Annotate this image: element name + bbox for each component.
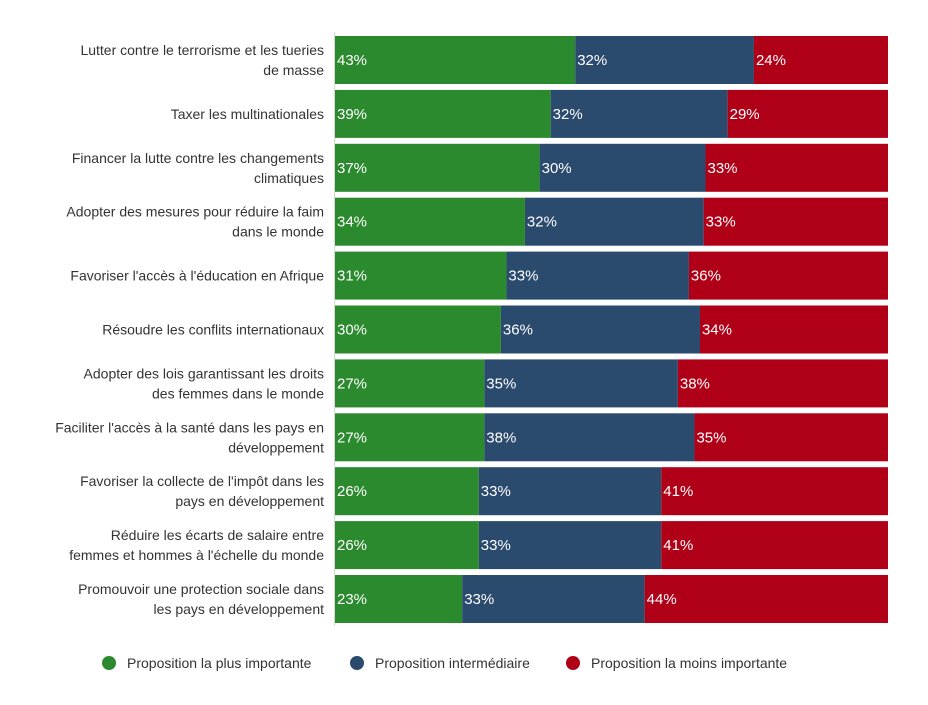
bar-value-label: 35% bbox=[696, 429, 726, 446]
category-label: Adopter des mesures pour réduire la faim bbox=[66, 204, 324, 220]
bar-value-label: 26% bbox=[337, 537, 367, 554]
bar-value-label: 23% bbox=[337, 591, 367, 608]
bar-segment-2-row-6 bbox=[500, 305, 700, 354]
bar-segment-2-row-8 bbox=[484, 413, 695, 462]
bar-value-label: 33% bbox=[464, 591, 494, 608]
bar-segment-3-row-6 bbox=[699, 305, 888, 354]
bar-segment-2-row-3 bbox=[539, 143, 706, 192]
bar-segment-3-row-10 bbox=[661, 521, 888, 570]
bar-value-label: 43% bbox=[337, 52, 367, 69]
bar-segment-1-row-7 bbox=[335, 359, 485, 408]
bar-segment-1-row-8 bbox=[335, 413, 485, 462]
bar-value-label: 41% bbox=[663, 537, 693, 554]
bar-value-label: 33% bbox=[706, 214, 736, 231]
category-label: pays en développement bbox=[175, 493, 324, 509]
bar-value-label: 32% bbox=[527, 214, 557, 231]
bar-segment-3-row-9 bbox=[661, 467, 888, 516]
bar-value-label: 34% bbox=[702, 322, 732, 339]
bar-value-label: 36% bbox=[691, 268, 721, 285]
category-label: Faciliter l'accès à la santé dans les pa… bbox=[55, 419, 324, 435]
bar-segment-3-row-3 bbox=[705, 143, 888, 192]
bar-value-label: 34% bbox=[337, 214, 367, 231]
bar-value-label: 41% bbox=[663, 483, 693, 500]
category-label: Adopter des lois garantissant les droits bbox=[84, 365, 324, 381]
category-label: développement bbox=[228, 439, 324, 455]
bar-segment-1-row-10 bbox=[335, 521, 479, 570]
legend: Proposition la plus importante Propositio… bbox=[102, 655, 787, 671]
category-label: les pays en développement bbox=[154, 601, 325, 617]
bar-segment-1-row-2 bbox=[335, 89, 551, 138]
category-label: Taxer les multinationales bbox=[171, 106, 324, 122]
bar-value-label: 33% bbox=[481, 483, 511, 500]
category-label: des femmes dans le monde bbox=[152, 385, 324, 401]
bar-segment-2-row-4 bbox=[524, 197, 704, 246]
bar-segment-3-row-4 bbox=[703, 197, 888, 246]
bar-value-label: 33% bbox=[481, 537, 511, 554]
category-label: climatiques bbox=[254, 170, 324, 186]
bar-value-label: 27% bbox=[337, 375, 367, 392]
bar-value-label: 33% bbox=[508, 268, 538, 285]
bar-value-label: 33% bbox=[708, 160, 738, 177]
bar-segment-2-row-10 bbox=[478, 521, 662, 570]
bar-value-label: 39% bbox=[337, 106, 367, 123]
bar-segment-1-row-4 bbox=[335, 197, 525, 246]
bar-segment-2-row-7 bbox=[484, 359, 678, 408]
bar-segment-3-row-1 bbox=[753, 36, 888, 84]
bar-value-label: 44% bbox=[647, 591, 677, 608]
bar-value-label: 37% bbox=[337, 160, 367, 177]
category-label: femmes et hommes à l'échelle du monde bbox=[69, 547, 324, 563]
bar-segment-3-row-11 bbox=[644, 575, 888, 623]
bar-value-label: 30% bbox=[337, 322, 367, 339]
category-label: Promouvoir une protection sociale dans bbox=[78, 581, 324, 597]
category-label: Résoudre les conflits internationaux bbox=[102, 322, 324, 338]
legend-marker-2 bbox=[350, 656, 364, 670]
legend-label-2: Proposition intermédiaire bbox=[375, 655, 530, 671]
bar-segment-1-row-11 bbox=[335, 575, 463, 623]
legend-marker-3 bbox=[566, 656, 580, 670]
legend-label-3: Proposition la moins importante bbox=[591, 655, 787, 671]
bar-value-label: 38% bbox=[486, 429, 516, 446]
bar-segment-1-row-5 bbox=[335, 251, 507, 300]
bar-value-label: 31% bbox=[337, 268, 367, 285]
bar-value-label: 30% bbox=[542, 160, 572, 177]
bar-value-label: 29% bbox=[730, 106, 760, 123]
category-labels: Lutter contre le terrorisme et les tueri… bbox=[55, 42, 324, 617]
category-label: dans le monde bbox=[232, 224, 324, 240]
bar-segment-3-row-8 bbox=[694, 413, 888, 462]
legend-marker-1 bbox=[102, 656, 116, 670]
bar-value-label: 32% bbox=[577, 52, 607, 69]
bar-value-label: 27% bbox=[337, 429, 367, 446]
category-label: Lutter contre le terrorisme et les tueri… bbox=[80, 42, 324, 58]
bar-segment-1-row-1 bbox=[335, 36, 576, 84]
bar-segment-2-row-1 bbox=[575, 36, 754, 84]
legend-label-1: Proposition la plus importante bbox=[127, 655, 312, 671]
bar-segment-2-row-9 bbox=[478, 467, 662, 516]
bar-value-label: 38% bbox=[680, 375, 710, 392]
bar-segment-2-row-2 bbox=[550, 89, 728, 138]
category-label: Financer la lutte contre les changements bbox=[72, 150, 324, 166]
category-label: de masse bbox=[263, 62, 324, 78]
bar-value-label: 35% bbox=[486, 375, 516, 392]
bar-value-label: 26% bbox=[337, 483, 367, 500]
bar-value-label: 24% bbox=[756, 52, 786, 69]
bar-segment-2-row-11 bbox=[462, 575, 645, 623]
bar-value-label: 36% bbox=[503, 322, 533, 339]
bars-group: 43% 32% 24% 39% 32% 29% 37% 30% 33% 34% 32% 33% 31% 3… bbox=[335, 36, 888, 623]
bar-segment-2-row-5 bbox=[506, 251, 689, 300]
bar-value-label: 32% bbox=[553, 106, 583, 123]
bar-segment-3-row-7 bbox=[677, 359, 888, 408]
bar-segment-1-row-9 bbox=[335, 467, 479, 516]
bar-segment-3-row-5 bbox=[688, 251, 888, 300]
category-label: Favoriser l'accès à l'éducation en Afriq… bbox=[70, 268, 324, 284]
bar-segment-1-row-6 bbox=[335, 305, 501, 354]
bar-segment-1-row-3 bbox=[335, 143, 540, 192]
bar-segment-3-row-2 bbox=[727, 89, 888, 138]
category-label: Favoriser la collecte de l'impôt dans le… bbox=[80, 473, 324, 489]
category-label: Réduire les écarts de salaire entre bbox=[111, 527, 324, 543]
